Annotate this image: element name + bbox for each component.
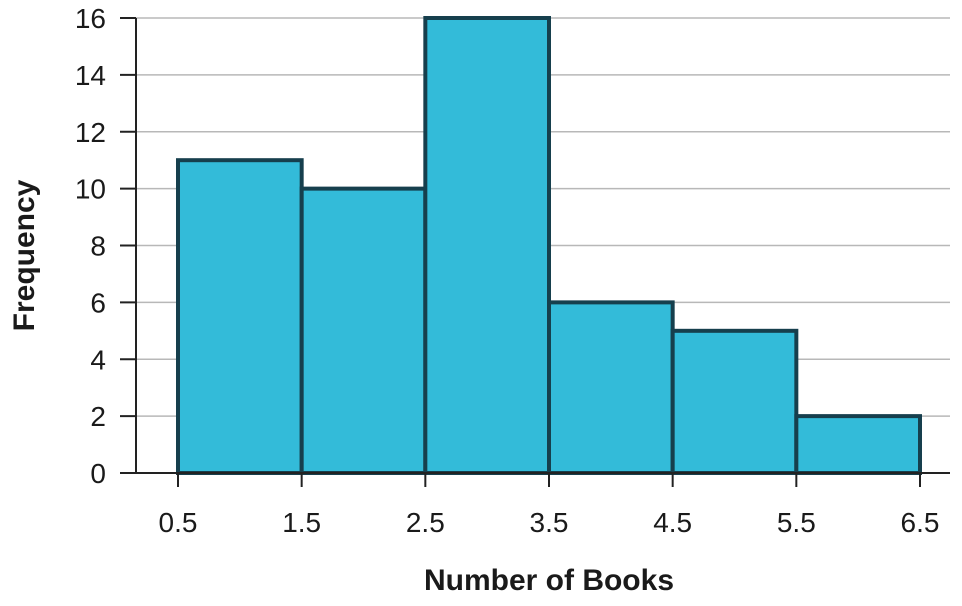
- x-tick-label: 0.5: [159, 507, 198, 538]
- bar-5: [794, 414, 922, 475]
- y-tick-label: 4: [90, 344, 106, 375]
- y-tick-label: 6: [90, 287, 106, 318]
- x-tick-labels: 0.5 1.5 2.5 3.5 4.5 5.5 6.5: [159, 507, 940, 538]
- y-tick-label: 12: [75, 117, 106, 148]
- x-tick-label: 3.5: [530, 507, 569, 538]
- y-axis-title: Frequency: [8, 179, 41, 331]
- y-tick-label: 8: [90, 231, 106, 262]
- bar-4: [670, 328, 799, 475]
- bar-3: [547, 300, 675, 475]
- bar-1: [299, 186, 428, 475]
- x-tick-label: 1.5: [282, 507, 321, 538]
- x-tick-label: 6.5: [901, 507, 940, 538]
- axes: [120, 17, 950, 487]
- y-tick-label: 16: [75, 3, 106, 34]
- y-tick-label: 14: [75, 60, 106, 91]
- bar-2: [423, 16, 552, 475]
- y-tick-labels: 0 2 4 6 8 10 12 14 16: [75, 3, 106, 489]
- y-tick-label: 0: [90, 458, 106, 489]
- bars: [176, 16, 922, 475]
- y-tick-label: 10: [75, 174, 106, 205]
- y-tick-label: 2: [90, 401, 106, 432]
- x-axis-title: Number of Books: [424, 564, 674, 597]
- x-tick-label: 2.5: [406, 507, 445, 538]
- bar-0: [176, 158, 304, 475]
- x-tick-label: 4.5: [653, 507, 692, 538]
- x-tick-label: 5.5: [777, 507, 816, 538]
